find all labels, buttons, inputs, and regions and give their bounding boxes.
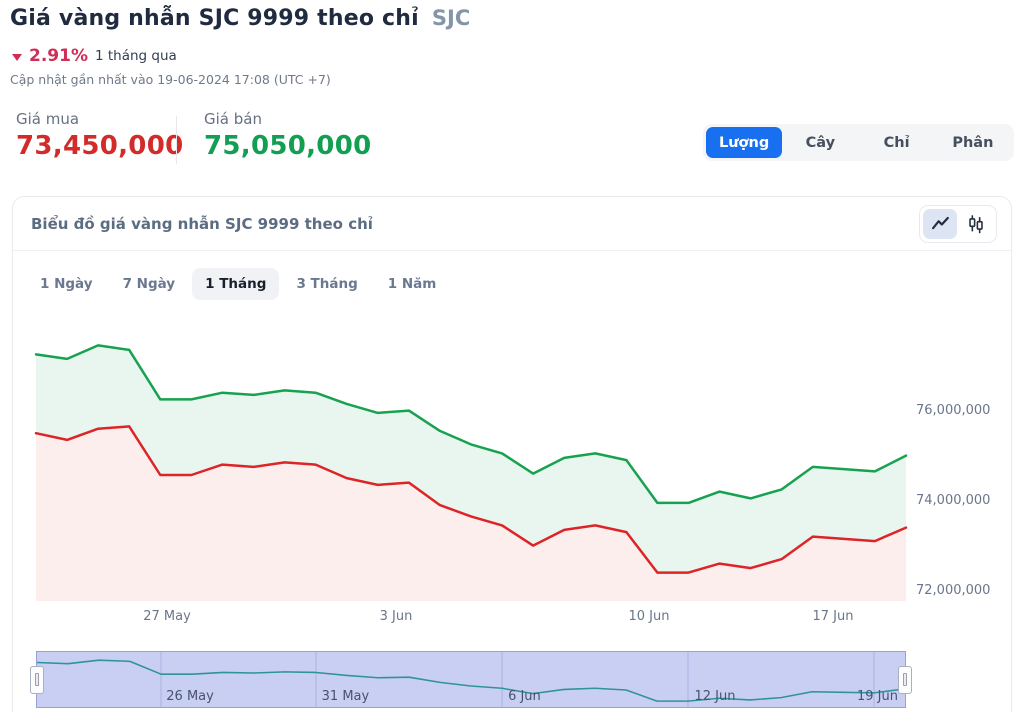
y-axis-label: 72,000,000	[916, 582, 991, 598]
sell-price-value: 75,050,000	[204, 131, 372, 161]
range-tabs: 1 Ngày 7 Ngày 1 Tháng 3 Tháng 1 Năm	[13, 251, 1011, 300]
x-axis-label: 3 Jun	[379, 609, 413, 624]
change-period: 1 tháng qua	[94, 48, 177, 64]
unit-tab-luong[interactable]: Lượng	[706, 127, 783, 158]
sell-price-block: Giá bán 75,050,000	[204, 110, 371, 161]
candlestick-toggle-button[interactable]	[959, 209, 993, 239]
navigator-date-label: 12 Jun	[694, 689, 736, 704]
change-percent: 2.91%	[29, 46, 88, 66]
range-tab-1-nam[interactable]: 1 Năm	[387, 276, 437, 292]
x-axis-label: 10 Jun	[628, 609, 670, 624]
unit-tab-cay[interactable]: Cây	[805, 134, 836, 151]
handle-grip-icon	[35, 673, 39, 686]
chart-card-title: Biểu đồ giá vàng nhẫn SJC 9999 theo chỉ	[31, 214, 373, 233]
y-axis-label: 76,000,000	[916, 402, 991, 418]
buy-price-label: Giá mua	[16, 110, 80, 128]
y-axis-label: 74,000,000	[916, 492, 991, 508]
chart-type-toggle	[919, 204, 997, 243]
price-divider	[176, 116, 177, 164]
change-row: 2.91% 1 tháng qua	[12, 46, 177, 66]
navigator-date-label: 26 May	[166, 689, 214, 704]
candlestick-icon	[969, 214, 983, 233]
buy-price-block: Giá mua 73,450,000	[16, 110, 183, 161]
line-chart-toggle-button[interactable]	[923, 208, 957, 239]
navigator-date-label: 6 Jun	[508, 689, 541, 704]
x-axis-label: 17 Jun	[812, 609, 854, 624]
sell-price-label: Giá bán	[204, 110, 262, 128]
navigator-left-handle[interactable]	[30, 665, 44, 694]
range-tab-7-ngay[interactable]: 7 Ngày	[122, 276, 176, 292]
x-axis-label: 27 May	[143, 609, 191, 624]
arrow-down-icon	[12, 53, 22, 61]
unit-tab-phan[interactable]: Phân	[952, 134, 994, 151]
unit-tabs: Lượng Cây Chỉ Phân	[703, 124, 1014, 161]
chart-card-header: Biểu đồ giá vàng nhẫn SJC 9999 theo chỉ	[13, 197, 1011, 251]
page-title: Giá vàng nhẫn SJC 9999 theo chỉ	[10, 6, 419, 31]
range-tab-3-thang[interactable]: 3 Tháng	[296, 276, 358, 292]
range-tab-1-thang[interactable]: 1 Tháng	[192, 268, 280, 300]
handle-grip-icon	[903, 673, 907, 686]
last-updated: Cập nhật gần nhất vào 19-06-2024 17:08 (…	[10, 72, 331, 87]
range-tab-1-ngay[interactable]: 1 Ngày	[40, 276, 93, 292]
line-chart-icon	[932, 216, 949, 229]
navigator-right-handle[interactable]	[898, 665, 912, 694]
price-chart-canvas[interactable]	[13, 197, 1011, 712]
title-row: Giá vàng nhẫn SJC 9999 theo chỉ SJC	[10, 6, 470, 31]
navigator-canvas	[37, 652, 905, 707]
chart-navigator[interactable]: 26 May 31 May 6 Jun 12 Jun 19 Jun	[30, 651, 912, 708]
chart-card: Biểu đồ giá vàng nhẫn SJC 9999 theo chỉ	[12, 196, 1012, 712]
buy-price-value: 73,450,000	[16, 131, 184, 161]
navigator-date-label: 19 Jun	[857, 689, 898, 704]
navigator-date-label: 31 May	[321, 689, 370, 704]
brand-badge: SJC	[431, 6, 471, 30]
unit-tab-chi[interactable]: Chỉ	[883, 134, 910, 151]
